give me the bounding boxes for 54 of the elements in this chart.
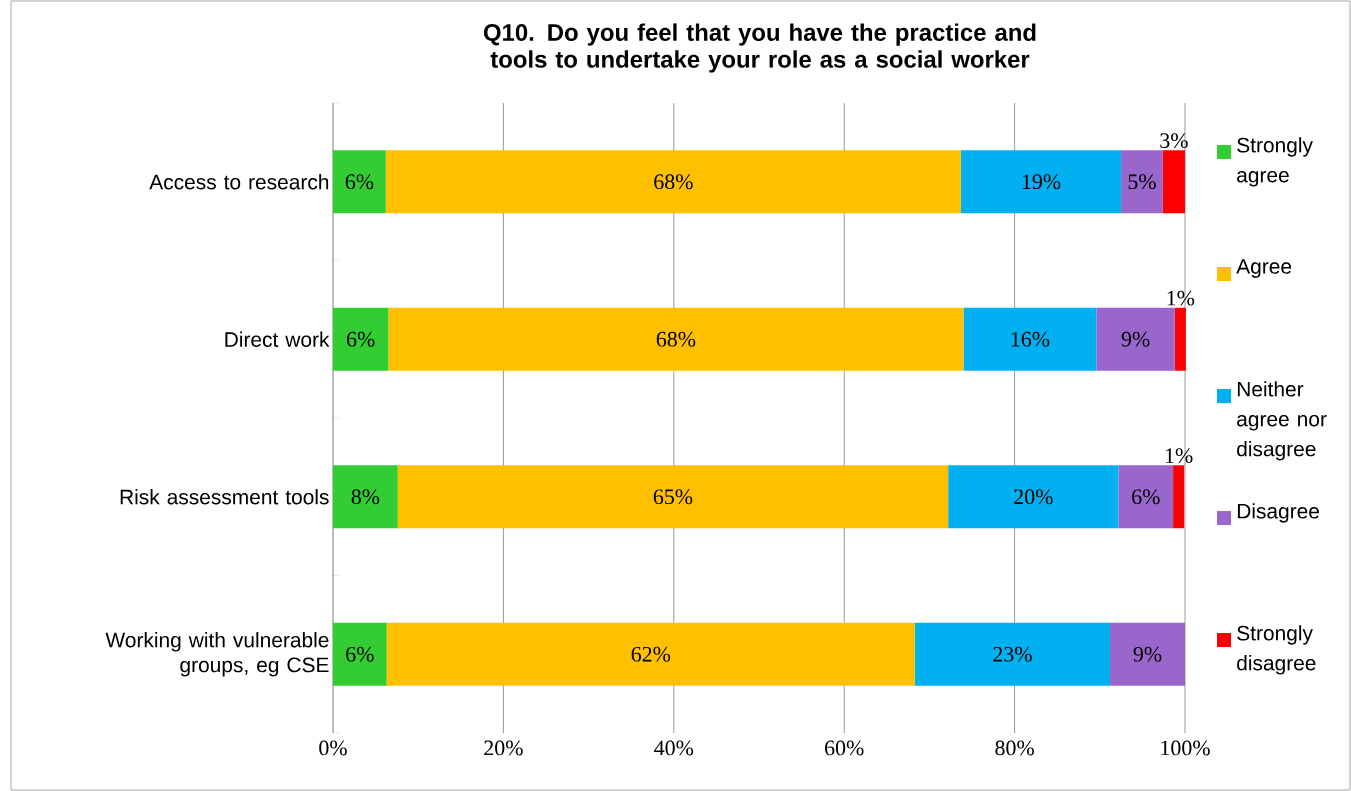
bar bbox=[1174, 307, 1186, 371]
data-label: 1% bbox=[1165, 448, 1193, 464]
data-label: 68% bbox=[656, 331, 696, 347]
bar bbox=[385, 150, 961, 214]
data-label: 8% bbox=[351, 489, 380, 505]
y-tick-label: Risk assessment tools bbox=[120, 489, 329, 505]
bar bbox=[333, 465, 398, 529]
legend-label: Strongly disagree bbox=[1237, 625, 1316, 675]
data-label: 5% bbox=[1128, 174, 1156, 190]
data-label: 9% bbox=[1121, 331, 1150, 347]
data-label: 6% bbox=[346, 646, 374, 662]
x-tick-label: 0% bbox=[319, 740, 347, 756]
data-label: 3% bbox=[1160, 133, 1188, 149]
data-label: 20% bbox=[1014, 489, 1053, 505]
x-tick-label: 20% bbox=[484, 740, 523, 756]
bar bbox=[960, 150, 1122, 214]
x-tick-label: 80% bbox=[995, 740, 1034, 756]
data-label: 19% bbox=[1022, 174, 1061, 190]
bar bbox=[914, 622, 1111, 686]
legend-label: Neither agree nor disagree bbox=[1237, 381, 1327, 461]
bar bbox=[386, 622, 915, 686]
legend-label: Strongly agree bbox=[1237, 137, 1313, 187]
bar bbox=[397, 465, 949, 529]
data-label: 6% bbox=[1132, 489, 1160, 505]
bar bbox=[388, 307, 964, 371]
data-label: 16% bbox=[1011, 331, 1050, 347]
bar bbox=[333, 307, 389, 371]
data-label: 6% bbox=[345, 174, 374, 190]
data-label: 23% bbox=[993, 646, 1032, 662]
data-label: 9% bbox=[1133, 646, 1162, 662]
bar bbox=[963, 307, 1097, 371]
bar bbox=[333, 622, 387, 686]
data-label: 6% bbox=[347, 331, 375, 347]
bar bbox=[1096, 307, 1175, 371]
x-tick-label: 60% bbox=[825, 740, 864, 756]
legend-label: Disagree bbox=[1237, 503, 1319, 523]
x-tick-label: 40% bbox=[654, 740, 694, 756]
data-label: 1% bbox=[1167, 290, 1195, 306]
bar bbox=[1162, 150, 1186, 214]
y-tick-label: Access to research bbox=[149, 174, 329, 190]
bar bbox=[948, 465, 1119, 529]
x-tick-label: 100% bbox=[1161, 740, 1210, 756]
data-label: 62% bbox=[631, 646, 671, 662]
y-tick-label: Working with vulnerable groups, eg CSE bbox=[105, 632, 329, 677]
bar bbox=[1110, 622, 1186, 686]
bar bbox=[1118, 465, 1174, 529]
data-label: 68% bbox=[654, 174, 693, 190]
y-tick-label: Direct work bbox=[225, 331, 330, 347]
bar bbox=[333, 150, 386, 214]
data-label: 65% bbox=[653, 489, 693, 505]
chart-title: Q10. Do you feel that you have the practice and tools to undertake your role as a social worker bbox=[483, 23, 1036, 73]
bar bbox=[1173, 465, 1185, 529]
legend-label: Agree bbox=[1236, 259, 1292, 278]
bar bbox=[1121, 150, 1163, 214]
